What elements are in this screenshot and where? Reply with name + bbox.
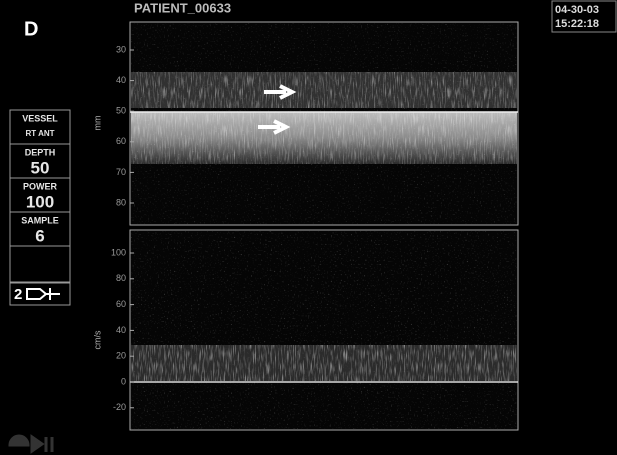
depth-value: 50 — [31, 158, 50, 177]
time: 15:22:18 — [555, 18, 599, 30]
mmode-speckle — [131, 23, 517, 224]
y-tick-label: 50 — [116, 106, 126, 116]
date: 04-30-03 — [555, 4, 599, 16]
y-tick-label: 80 — [116, 197, 126, 207]
axis-label: mm — [92, 116, 102, 131]
sample-value: 6 — [35, 226, 44, 245]
y-tick-label: 60 — [116, 136, 126, 146]
y-tick-label: 100 — [111, 247, 126, 257]
y-tick-label: 0 — [121, 376, 126, 386]
axis-label: cm/s — [92, 330, 102, 349]
sample-label: SAMPLE — [21, 215, 59, 225]
y-tick-label: 20 — [116, 351, 126, 361]
y-tick-label: 80 — [116, 273, 126, 283]
y-tick-label: 70 — [116, 167, 126, 177]
probe-number: 2 — [14, 286, 22, 303]
vessel-label: VESSEL — [22, 113, 58, 123]
patient-id: PATIENT_00633 — [134, 0, 231, 15]
spectrum-speckle — [131, 231, 517, 429]
y-tick-label: 60 — [116, 299, 126, 309]
vessel-value: RT ANT — [25, 129, 54, 138]
y-tick-label: 40 — [116, 75, 126, 85]
y-tick-label: 40 — [116, 325, 126, 335]
panel-letter: D — [24, 18, 38, 40]
y-tick-label: 30 — [116, 44, 126, 54]
y-tick-label: -20 — [113, 402, 126, 412]
spectrum-texture — [131, 345, 517, 381]
power-label: POWER — [23, 181, 58, 191]
depth-label: DEPTH — [25, 147, 56, 157]
power-value: 100 — [26, 192, 54, 211]
ultrasound-screen: D PATIENT_00633 04-30-03 15:22:18 mm cm/… — [0, 0, 617, 455]
